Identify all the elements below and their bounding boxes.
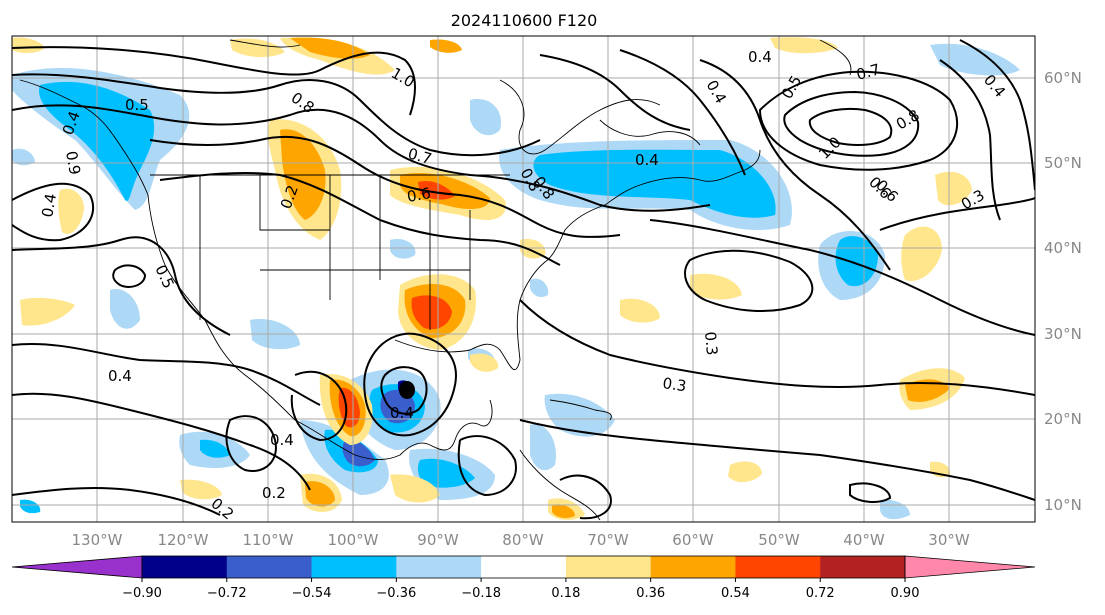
shade-yellow [620,298,660,323]
colorbar-label: 0.18 [551,586,580,601]
colorbar-segment [226,556,313,578]
contour-label: 0.7 [406,144,434,168]
contour-label: 0.3 [661,374,687,395]
low-pressure-center [399,381,415,399]
lon-label: 30°W [928,531,970,549]
colorbar-segment [142,556,228,578]
contour-label: 0.7 [854,60,882,84]
shade-sky-blue [417,458,475,488]
lat-label: 50°N [1044,154,1082,172]
colorbar-segment [735,556,821,578]
shade-sky-blue [200,439,230,458]
gridlines [12,36,1035,522]
shade-red-orange [418,180,455,200]
colorbar-segment [650,556,736,578]
lon-label: 40°W [843,531,885,549]
colorbar-frame [141,555,906,579]
contour-label: 0.4 [635,151,659,169]
shade-light-blue [530,278,549,298]
colorbar-label: −0.90 [122,586,162,601]
contour-lines [12,39,1035,520]
lon-label: 50°W [758,531,800,549]
colorbar-segment [311,556,397,578]
colorbar-label: −0.72 [207,586,247,601]
colorbar-extend-low [11,555,143,579]
shade-yellow [230,38,285,58]
shade-light-blue [470,99,501,136]
colorbar-label: −0.18 [461,586,501,601]
lat-label: 40°N [1044,239,1082,257]
shade-light-blue [530,424,556,471]
colorbar-label: −0.54 [292,586,332,601]
colorbar-label: 0.36 [636,586,665,601]
shade-yellow [901,226,942,281]
shade-light-blue [110,289,140,329]
shade-yellow [470,353,499,372]
shade-orange [290,37,370,59]
colorbar-segment [396,556,482,578]
colorbar-label: 0.54 [721,586,750,601]
contour-label: 0.4 [108,367,132,385]
shade-yellow [728,461,762,483]
shade-sky-blue [835,236,878,287]
contour-label-layer: 1.0 0.5 0.9 0.4 0.8 0.7 0.2 0.6 0.5 0.4 … [38,48,1009,523]
shade-red-orange [411,295,452,330]
lon-label: 70°W [587,531,629,549]
colorbar-label: 0.90 [891,586,920,601]
lat-label: 60°N [1044,69,1082,87]
lat-labels: 60°N 50°N 40°N 30°N 20°N 10°N [1044,69,1082,514]
contour-label: 0.4 [390,404,414,422]
lon-label: 60°W [672,531,714,549]
shade-yellow [390,474,440,503]
colorbar-label: 0.72 [806,586,835,601]
shade-orange [905,379,950,402]
contour-label: 0.9 [62,150,84,177]
shade-yellow [20,297,75,326]
shade-orange [552,504,575,519]
colorbar: −0.90 −0.72 −0.54 −0.36 −0.18 0.18 0.36 0.54 0.7… [11,555,1036,601]
colorbar-extend-high [904,555,1036,579]
lon-label: 100°W [328,531,379,549]
contour-label: 0.4 [748,48,772,66]
shade-yellow [690,273,742,300]
contour-label: 0.3 [701,331,721,356]
shade-sky-blue [533,149,776,218]
lon-label: 130°W [72,531,123,549]
lat-label: 10°N [1044,496,1082,514]
map-frame [11,35,1036,523]
shade-yellow [770,37,838,54]
colorbar-segment [481,556,567,578]
figure-title: 2024110600 F120 [451,11,598,30]
colorbar-segment [820,556,906,578]
map-panel: 1.0 0.5 0.9 0.4 0.8 0.7 0.2 0.6 0.5 0.4 … [11,35,1082,549]
lon-label: 110°W [243,531,294,549]
shade-light-blue [390,239,416,259]
lon-labels: 130°W 120°W 110°W 100°W 90°W 80°W 70°W 6… [72,531,970,549]
shade-sky-blue [20,499,41,514]
shade-yellow [180,479,222,500]
lat-label: 20°N [1044,410,1082,428]
colorbar-segment [565,556,652,578]
shade-yellow [12,37,45,54]
lon-label: 90°W [417,531,459,549]
contour-label: 0.4 [270,431,294,449]
contour-label: 0.5 [125,96,149,114]
contour-label: 0.6 [406,184,433,206]
shade-orange [305,481,335,507]
lat-label: 30°N [1044,325,1082,343]
contour-label: 0.4 [38,192,60,219]
colorbar-label: −0.36 [376,586,416,601]
shade-yellow [935,171,972,206]
lon-label: 80°W [502,531,544,549]
contour-label: 0.2 [262,484,286,502]
shade-light-blue [12,148,35,166]
lon-label: 120°W [158,531,209,549]
shade-yellow [58,188,85,234]
shade-royal-blue [342,439,375,467]
shade-light-blue [544,393,615,437]
